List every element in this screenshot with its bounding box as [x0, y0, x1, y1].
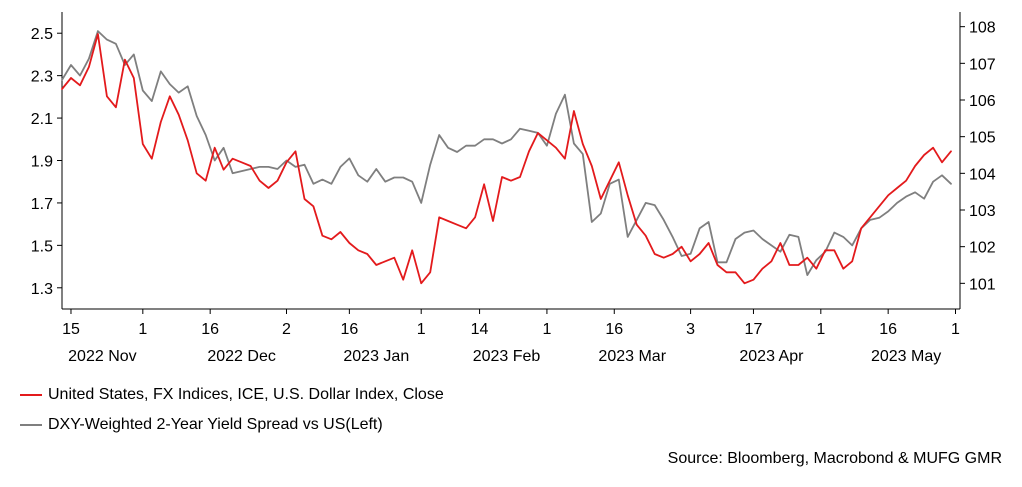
- x-tick-label: 1: [951, 321, 960, 338]
- left-tick-label: 1.7: [31, 196, 53, 213]
- line-chart: 1.3 1.5 1.7 1.9 2.1 2.3 2.5 101 102 103 104 105 106…: [31, 12, 996, 365]
- x-tick-label: 16: [879, 321, 897, 338]
- x-tick-label: 16: [605, 321, 623, 338]
- legend-swatch-red: [20, 394, 42, 396]
- x-month-label: 2023 Jan: [343, 348, 409, 365]
- left-tick-label: 1.9: [31, 154, 53, 171]
- right-tick-label: 108: [969, 20, 996, 37]
- x-tick-label: 2: [282, 321, 291, 338]
- right-tick-label: 104: [969, 166, 996, 183]
- series-line-usd-index: [61, 33, 952, 285]
- right-axis-ticks: 101 102 103 104 105 106 107 108: [960, 20, 996, 293]
- axis-frame: [61, 12, 961, 310]
- right-tick-label: 101: [969, 276, 996, 293]
- x-tick-label: 17: [745, 321, 763, 338]
- x-tick-label: 1: [417, 321, 426, 338]
- right-tick-label: 105: [969, 130, 996, 147]
- x-tick-label: 16: [340, 321, 358, 338]
- x-month-label: 2023 May: [871, 348, 941, 365]
- legend-swatch-gray: [20, 424, 42, 426]
- left-tick-label: 1.3: [31, 281, 53, 298]
- right-tick-label: 107: [969, 56, 996, 73]
- left-axis-ticks: 1.3 1.5 1.7 1.9 2.1 2.3 2.5: [31, 26, 62, 298]
- x-month-label: 2023 Mar: [598, 348, 666, 365]
- right-tick-label: 106: [969, 93, 996, 110]
- x-tick-label: 1: [816, 321, 825, 338]
- legend-item-usd-index: United States, FX Indices, ICE, U.S. Dol…: [20, 380, 444, 410]
- x-tick-label: 14: [471, 321, 489, 338]
- legend-label-yield-spread: DXY-Weighted 2-Year Yield Spread vs US(L…: [48, 416, 383, 433]
- left-tick-label: 2.3: [31, 69, 53, 86]
- x-tick-label: 15: [62, 321, 80, 338]
- left-tick-label: 1.5: [31, 238, 53, 255]
- x-month-label: 2023 Feb: [473, 348, 541, 365]
- series-lines: [61, 30, 952, 285]
- left-tick-label: 2.1: [31, 111, 53, 128]
- right-tick-label: 103: [969, 203, 996, 220]
- x-tick-label: 1: [542, 321, 551, 338]
- legend-item-yield-spread: DXY-Weighted 2-Year Yield Spread vs US(L…: [20, 410, 444, 440]
- x-month-label: 2023 Apr: [739, 348, 804, 365]
- series-line-yield-spread: [61, 30, 952, 277]
- x-tick-label: 16: [201, 321, 219, 338]
- x-tick-label: 1: [138, 321, 147, 338]
- right-tick-label: 102: [969, 240, 996, 257]
- x-month-label: 2022 Nov: [68, 348, 137, 365]
- legend: United States, FX Indices, ICE, U.S. Dol…: [20, 380, 444, 440]
- left-tick-label: 2.5: [31, 26, 53, 43]
- source-note: Source: Bloomberg, Macrobond & MUFG GMR: [667, 450, 1002, 467]
- legend-label-usd-index: United States, FX Indices, ICE, U.S. Dol…: [48, 386, 444, 403]
- x-month-label: 2022 Dec: [207, 348, 276, 365]
- x-tick-label: 3: [686, 321, 695, 338]
